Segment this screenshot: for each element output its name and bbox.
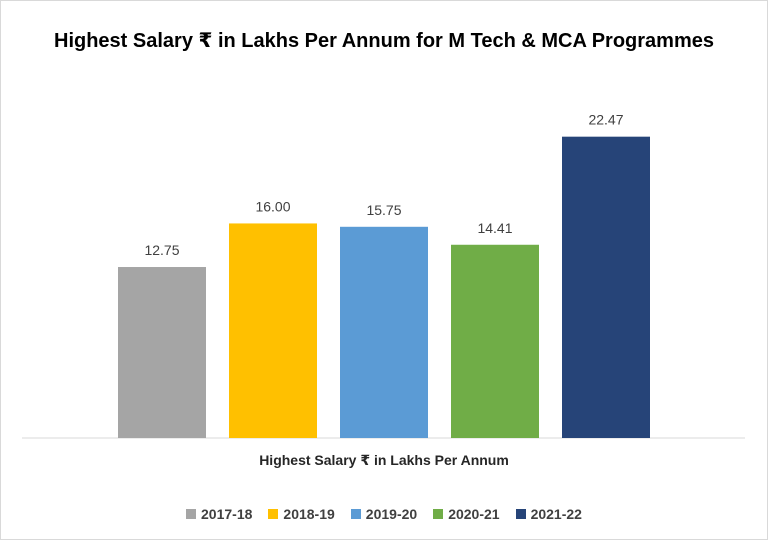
chart-title: Highest Salary ₹ in Lakhs Per Annum for … <box>54 30 714 52</box>
legend-label: 2021-22 <box>530 506 582 522</box>
data-label-2021-22: 22.47 <box>588 112 623 128</box>
legend: 2017-18 2018-19 2019-20 2020-21 2021-22 <box>0 506 768 522</box>
legend-swatch <box>186 509 197 519</box>
data-label-2017-18: 12.75 <box>144 242 179 258</box>
legend-swatch <box>433 509 444 519</box>
legend-item-2021-22: 2021-22 <box>515 506 582 522</box>
data-label-2018-19: 16.00 <box>255 198 290 214</box>
bar-2017-18 <box>118 267 206 438</box>
data-label-2020-21: 14.41 <box>477 220 512 236</box>
legend-item-2020-21: 2020-21 <box>433 506 500 522</box>
legend-swatch <box>268 509 279 519</box>
legend-item-2017-18: 2017-18 <box>186 506 252 522</box>
legend-swatch <box>515 509 526 519</box>
legend-label: 2017-18 <box>201 506 253 522</box>
legend-label: 2018-19 <box>283 506 335 522</box>
legend-item-2019-20: 2019-20 <box>350 506 418 522</box>
legend-label: 2020-21 <box>448 506 500 522</box>
bar-2019-20 <box>340 226 428 438</box>
legend-label: 2019-20 <box>365 506 418 522</box>
bar-2021-22 <box>562 136 650 438</box>
legend-swatch <box>350 509 361 519</box>
x-axis-label: Highest Salary ₹ in Lakhs Per Annum <box>259 452 509 468</box>
bar-2020-21 <box>451 244 539 438</box>
legend-item-2018-19: 2018-19 <box>268 506 335 522</box>
data-label-2019-20: 15.75 <box>366 202 401 218</box>
bar-2018-19 <box>229 223 317 438</box>
